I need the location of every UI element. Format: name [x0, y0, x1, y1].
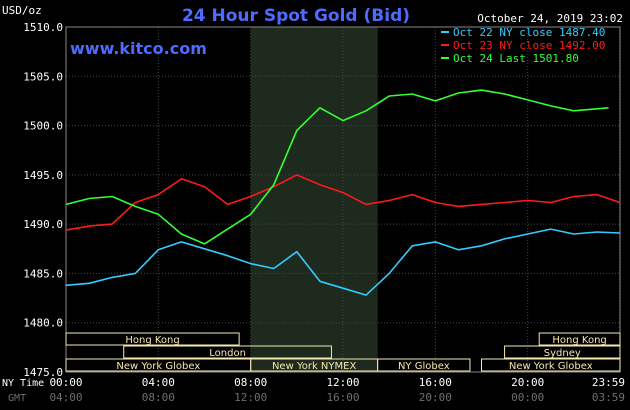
x-axis-ticks: 00:00 04:00 04:00 08:00 08:00 12:00 12:00 16:00…: [49, 376, 625, 404]
x-tick-label-gmt: 12:00: [234, 391, 267, 404]
session-box: [377, 358, 471, 372]
session-label: New York NYMEX: [272, 361, 357, 372]
price-series: [65, 89, 621, 296]
y-tick-label: 1490.0: [23, 218, 63, 231]
session-label: New York Globex: [116, 361, 200, 372]
y-tick-label: 1495.0: [23, 169, 63, 182]
session-label: Hong Kong: [552, 335, 606, 346]
series-line-1: [65, 228, 621, 296]
session-box: [65, 332, 240, 346]
x-tick-label-gmt: 20:00: [419, 391, 452, 404]
x-tick-label-ny: 16:00: [419, 376, 452, 389]
session-label: NY Globex: [398, 361, 450, 372]
session-label: London: [209, 348, 246, 359]
x-tick-label-gmt: 04:00: [49, 391, 82, 404]
session-label: Hong Kong: [125, 335, 179, 346]
session-label: New York Globex: [509, 361, 593, 372]
site-watermark: www.kitco.com: [70, 39, 207, 58]
nymex-hours-highlight: [250, 27, 378, 372]
legend-entry: Oct 22 NY close 1487.40: [453, 26, 605, 39]
y-tick-label: 1510.0: [23, 21, 63, 34]
plot-frame: [65, 26, 621, 373]
y-tick-label: 1485.0: [23, 267, 63, 280]
y-tick-label: 1500.0: [23, 120, 63, 133]
x-tick-label-gmt: 16:00: [326, 391, 359, 404]
trading-sessions: Hong Kong Hong Kong London Sydney New York G…: [65, 332, 621, 372]
y-tick-label: 1505.0: [23, 70, 63, 83]
x-tick-label-gmt: 08:00: [142, 391, 175, 404]
x-tick-label-ny: 12:00: [326, 376, 359, 389]
y-tick-label: 1475.0: [23, 366, 63, 379]
x-tick-label-ny: 23:59: [592, 376, 625, 389]
x-tick-label-gmt: 00:00: [511, 391, 544, 404]
session-box: [123, 345, 332, 359]
session-box: [481, 358, 621, 372]
legend-entry: Oct 24 Last 1501.80: [453, 52, 579, 65]
x-tick-label-ny: 04:00: [142, 376, 175, 389]
legend-entry: Oct 23 NY close 1492.00: [453, 39, 605, 52]
x-tick-label-gmt: 03:59: [592, 391, 625, 404]
chart-title: 24 Hour Spot Gold (Bid): [182, 6, 410, 26]
chart-date: October 24, 2019 23:02: [477, 12, 623, 25]
y-tick-label: 1480.0: [23, 317, 63, 330]
gmt-label: GMT: [8, 393, 26, 404]
series-line-2: [65, 174, 621, 231]
session-box: [538, 332, 621, 346]
x-tick-label-ny: 08:00: [234, 376, 267, 389]
x-tick-label-ny: 20:00: [511, 376, 544, 389]
session-box: [504, 345, 621, 359]
y-axis-ticks: 1510.0 1505.0 1500.0 1495.0 1490.0 1485.0 1480…: [23, 21, 63, 379]
ny-time-label: NY Time: [2, 378, 44, 389]
series-line-3: [65, 89, 609, 245]
y-axis-unit: USD/oz: [2, 4, 42, 17]
session-label: Sydney: [544, 348, 581, 359]
x-tick-label-ny: 00:00: [49, 376, 82, 389]
